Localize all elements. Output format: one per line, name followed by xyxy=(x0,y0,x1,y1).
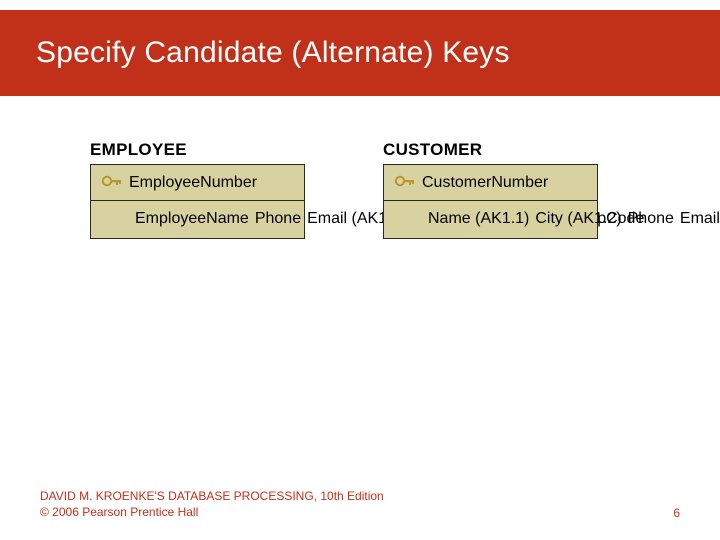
entity-attr-row: EmployeeName Phone Email (AK1.1) HireDat… xyxy=(91,200,304,238)
key-icon xyxy=(394,173,416,189)
entity-attr: Phone xyxy=(255,207,301,230)
entity-title: CUSTOMER xyxy=(383,140,598,160)
footer-line1: DAVID M. KROENKE'S DATABASE PROCESSING, … xyxy=(40,488,384,504)
entity-title: EMPLOYEE xyxy=(90,140,305,160)
entity-key-row: CustomerNumber xyxy=(384,165,597,200)
entity-key-row: EmployeeNumber xyxy=(91,165,304,200)
entity-attr: Phone xyxy=(628,207,674,230)
title-bar: Specify Candidate (Alternate) Keys xyxy=(0,10,720,96)
slide-footer: DAVID M. KROENKE'S DATABASE PROCESSING, … xyxy=(40,488,680,520)
entity-key-field: EmployeeNumber xyxy=(129,171,257,194)
diagram-area: EMPLOYEE EmployeeNumber EmployeeName xyxy=(90,140,630,239)
entity-box: CustomerNumber Name (AK1.1) City (AK1.2)… xyxy=(383,164,598,239)
entity-customer: CUSTOMER CustomerNumber Name (AK1.1) xyxy=(383,140,598,239)
entity-attr: City (AK1.2) xyxy=(535,207,621,230)
entity-attr: EmployeeName xyxy=(135,207,249,230)
slide-title: Specify Candidate (Alternate) Keys xyxy=(36,36,510,70)
footer-line2: © 2006 Pearson Prentice Hall xyxy=(40,504,384,520)
entity-box: EmployeeNumber EmployeeName Phone Email … xyxy=(90,164,305,239)
entity-employee: EMPLOYEE EmployeeNumber EmployeeName xyxy=(90,140,305,239)
entity-attr: Name (AK1.1) xyxy=(428,207,529,230)
page-number: 6 xyxy=(673,506,680,520)
entity-key-field: CustomerNumber xyxy=(422,171,548,194)
footer-text: DAVID M. KROENKE'S DATABASE PROCESSING, … xyxy=(40,488,384,520)
entity-attr-row: Name (AK1.1) City (AK1.2) Phone Email (A… xyxy=(384,200,597,238)
key-icon xyxy=(101,173,123,189)
slide: Specify Candidate (Alternate) Keys EMPLO… xyxy=(0,0,720,540)
entity-attr: Email (AK2.1) xyxy=(680,207,720,230)
